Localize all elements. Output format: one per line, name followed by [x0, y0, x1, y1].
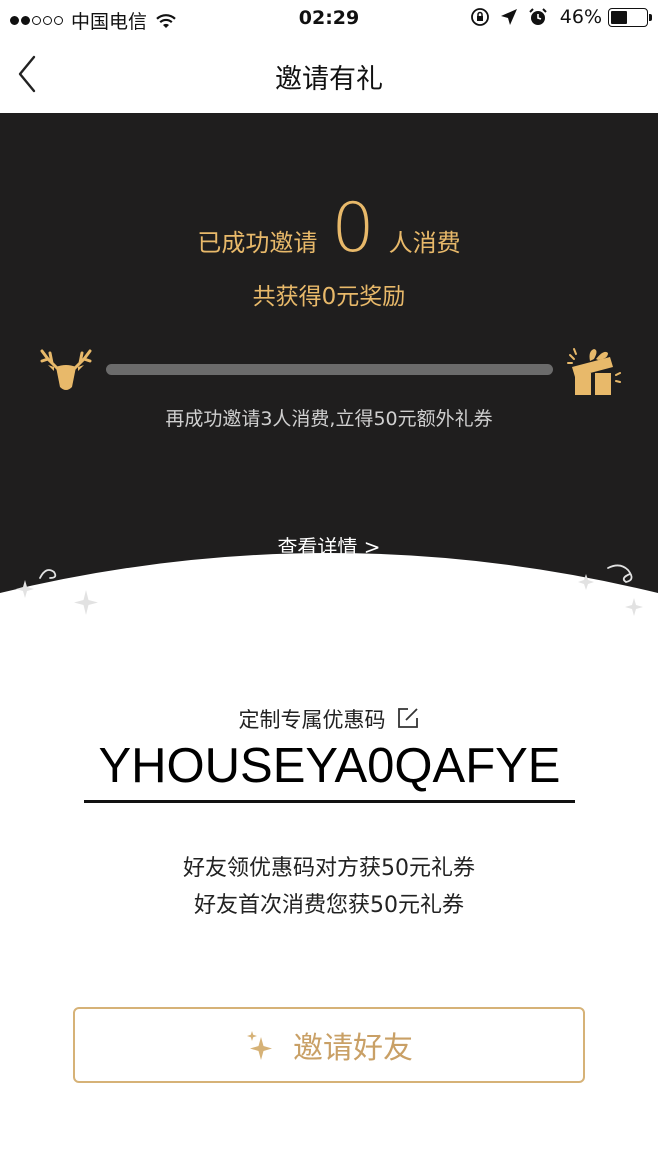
- your-benefit-text: 好友首次消费您获50元礼券: [194, 893, 464, 918]
- alarm-icon: [529, 8, 547, 25]
- sparkle-decorations: [16, 564, 643, 616]
- invite-count-line: 已成功邀请 0 人消费: [0, 193, 658, 265]
- invite-stats-panel: 已成功邀请 0 人消费 共获得0元奖励 再成功邀请3人消费,立得50元额外礼券 查看…: [0, 113, 658, 593]
- promo-code[interactable]: YHOUSEYA0QAFYE: [98, 739, 561, 793]
- gift-icon: [567, 348, 621, 395]
- battery-icon: [608, 7, 652, 27]
- view-details-link[interactable]: 查看详情 >: [277, 535, 381, 559]
- promo-code-underline: [84, 800, 575, 803]
- friend-benefit-text: 好友领优惠码对方获50元礼券: [183, 856, 475, 881]
- page-title: 邀请有礼: [275, 64, 383, 95]
- reward-total: 共获得0元奖励: [252, 284, 406, 310]
- wifi-icon: [156, 13, 176, 28]
- promo-code-label: 定制专属优惠码: [238, 708, 386, 732]
- invited-count: 0: [331, 189, 375, 268]
- stats-prefix: 已成功邀请: [197, 229, 318, 257]
- promo-code-label-row: 定制专属优惠码: [0, 704, 658, 734]
- signal-strength-icon: [10, 16, 65, 25]
- sparkle-icon: [247, 1031, 272, 1060]
- battery-percent: 46%: [559, 6, 602, 28]
- hero-background: [0, 113, 658, 593]
- progress-hint: 再成功邀请3人消费,立得50元额外礼券: [165, 408, 493, 430]
- location-arrow-icon: [500, 9, 517, 25]
- carrier-name: 中国电信: [71, 11, 148, 33]
- deer-icon: [40, 349, 92, 390]
- stats-suffix: 人消费: [388, 229, 461, 257]
- back-button[interactable]: [14, 54, 44, 94]
- invite-progress-bar: [106, 364, 553, 375]
- status-bar: 中国电信 02:29 46%: [0, 0, 658, 38]
- invite-friends-button[interactable]: 邀请好友: [73, 1007, 585, 1083]
- rotation-lock-icon: [470, 8, 489, 26]
- status-time: 02:29: [298, 7, 360, 29]
- invite-friends-label: 邀请好友: [293, 1031, 413, 1066]
- navigation-bar: 邀请有礼: [0, 38, 658, 113]
- edit-icon[interactable]: [396, 706, 420, 730]
- chevron-left-icon: [18, 55, 36, 93]
